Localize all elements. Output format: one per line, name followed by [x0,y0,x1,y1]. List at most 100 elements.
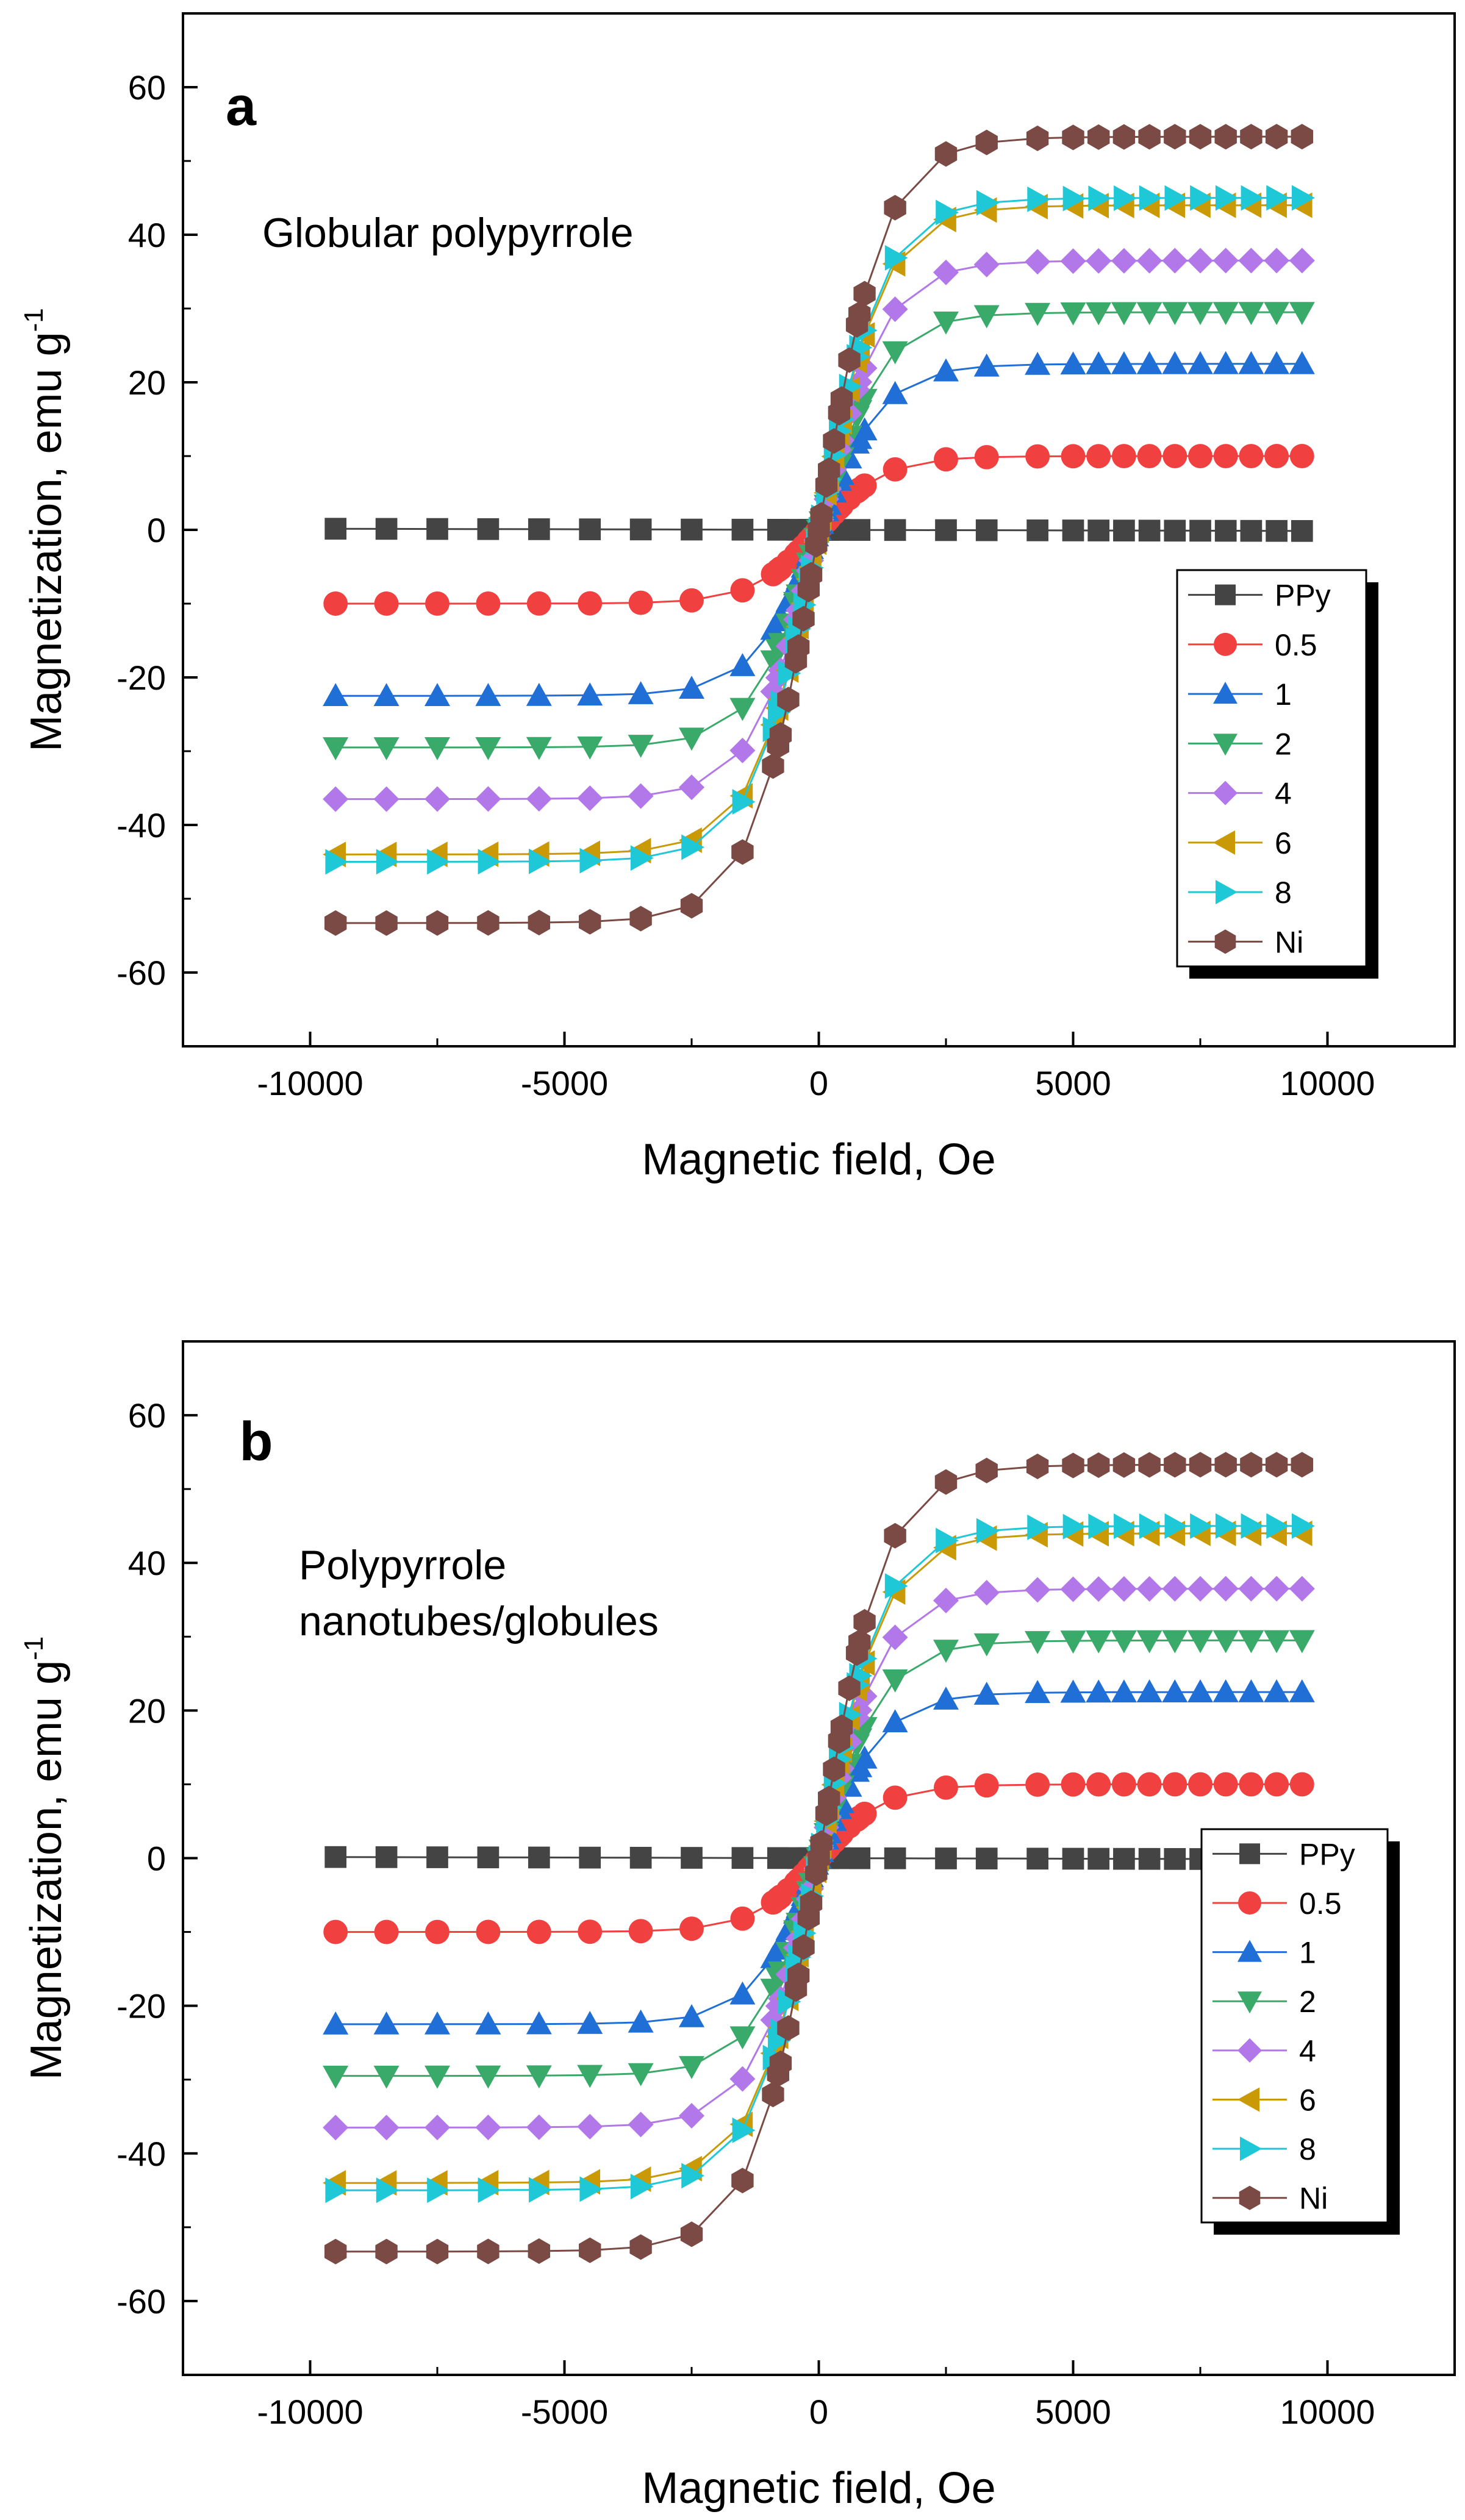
data-point [884,245,908,271]
data-point [374,1919,399,1944]
data-point [526,2065,552,2089]
legend-label: 0.5 [1299,1886,1342,1921]
data-point [1241,1513,1264,1539]
legend-box [1200,1828,1389,2224]
data-point [323,737,349,760]
legend-label: PPy [1299,1837,1355,1871]
data-point [769,2050,792,2076]
data-point [578,591,603,616]
data-point [1162,302,1188,326]
data-point [1214,1452,1237,1478]
data-point [1087,124,1110,150]
x-tick-label: -10000 [257,2393,363,2431]
data-point [1289,1576,1315,1602]
data-point [934,141,958,167]
data-point [933,358,959,382]
series-Ni [324,1452,1313,2265]
data-point [1214,124,1237,150]
data-point [934,447,958,472]
data-point [731,839,754,865]
data-point [852,1801,877,1826]
data-point [475,737,501,760]
data-point [1292,185,1315,211]
legend-marker [1213,682,1238,704]
legend: PPy 0.5 1 2 4 6 8 Ni [1200,1828,1400,2235]
data-point [324,910,347,936]
data-point [778,660,801,687]
data-point [1111,248,1137,274]
legend-marker [1213,734,1238,756]
data-point [1062,185,1086,212]
y-axis-title: Magnetization, emu g-1 [19,308,71,752]
data-point [681,2163,704,2189]
data-point [1138,1847,1161,1870]
data-point [1026,1847,1048,1870]
data-point [376,849,399,875]
data-point [1238,302,1264,326]
legend-label: 6 [1299,2083,1316,2117]
data-point [1240,1452,1263,1478]
y-tick-label: -20 [116,1987,166,2026]
data-point [884,519,906,541]
data-point [1060,351,1086,375]
data-point [478,2177,501,2204]
x-tick-label: -10000 [257,1064,363,1102]
data-point [848,1847,871,1869]
x-tick-label: 5000 [1035,2393,1111,2431]
x-tick-label: -5000 [521,1064,608,1102]
x-tick-label: 0 [809,2393,828,2431]
data-point [882,380,908,404]
x-tick-label: 10000 [1280,1064,1375,1102]
data-point [934,1469,958,1495]
data-point [1239,1772,1264,1797]
data-point [374,591,399,616]
data-point [1190,185,1213,211]
data-point [1139,185,1162,211]
data-point [1187,302,1213,326]
data-point [1136,302,1162,326]
data-point [679,774,704,801]
data-point [851,417,878,441]
data-point [529,848,552,874]
data-point [373,737,399,760]
x-axis-title: Magnetic field, Oe [642,1135,995,1184]
data-point [679,2004,704,2027]
data-point [787,1962,810,1988]
data-point [1062,519,1084,541]
x-tick-label: 5000 [1035,1064,1111,1102]
data-point [323,2011,349,2035]
data-point [425,591,450,616]
panel-annotation: nanotubes/globules [299,1598,659,1644]
data-point [1026,1454,1049,1479]
data-point [1138,519,1161,542]
data-point [579,2176,603,2202]
data-point [882,341,908,365]
data-point [933,1640,959,1663]
data-point [679,588,704,613]
legend-marker [1214,632,1237,656]
panel-annotation: Globular polypyrrole [262,210,634,256]
data-point [680,2221,703,2247]
data-point [1086,1772,1111,1797]
data-point [475,786,501,812]
data-point [426,910,449,936]
panel-b: -60 -40 -20 0 20 40 60 -10000 -5000 0 5000 10000 Mag… [19,1340,1456,2513]
legend-box [1176,569,1367,968]
legend-label: 4 [1299,2034,1316,2068]
data-point [424,683,450,706]
data-point [1265,124,1288,150]
data-point [1212,302,1239,326]
data-point [1213,1772,1238,1797]
data-point [1241,185,1264,211]
data-point [1111,444,1136,469]
data-point [1289,302,1315,326]
legend-marker [1238,1891,1261,1915]
data-point [1086,248,1112,274]
data-point [1264,1576,1290,1602]
data-point [935,519,957,541]
legend-label: Ni [1275,925,1303,959]
data-point [1112,124,1136,150]
data-point [630,2174,654,2200]
data-point [762,2082,784,2108]
